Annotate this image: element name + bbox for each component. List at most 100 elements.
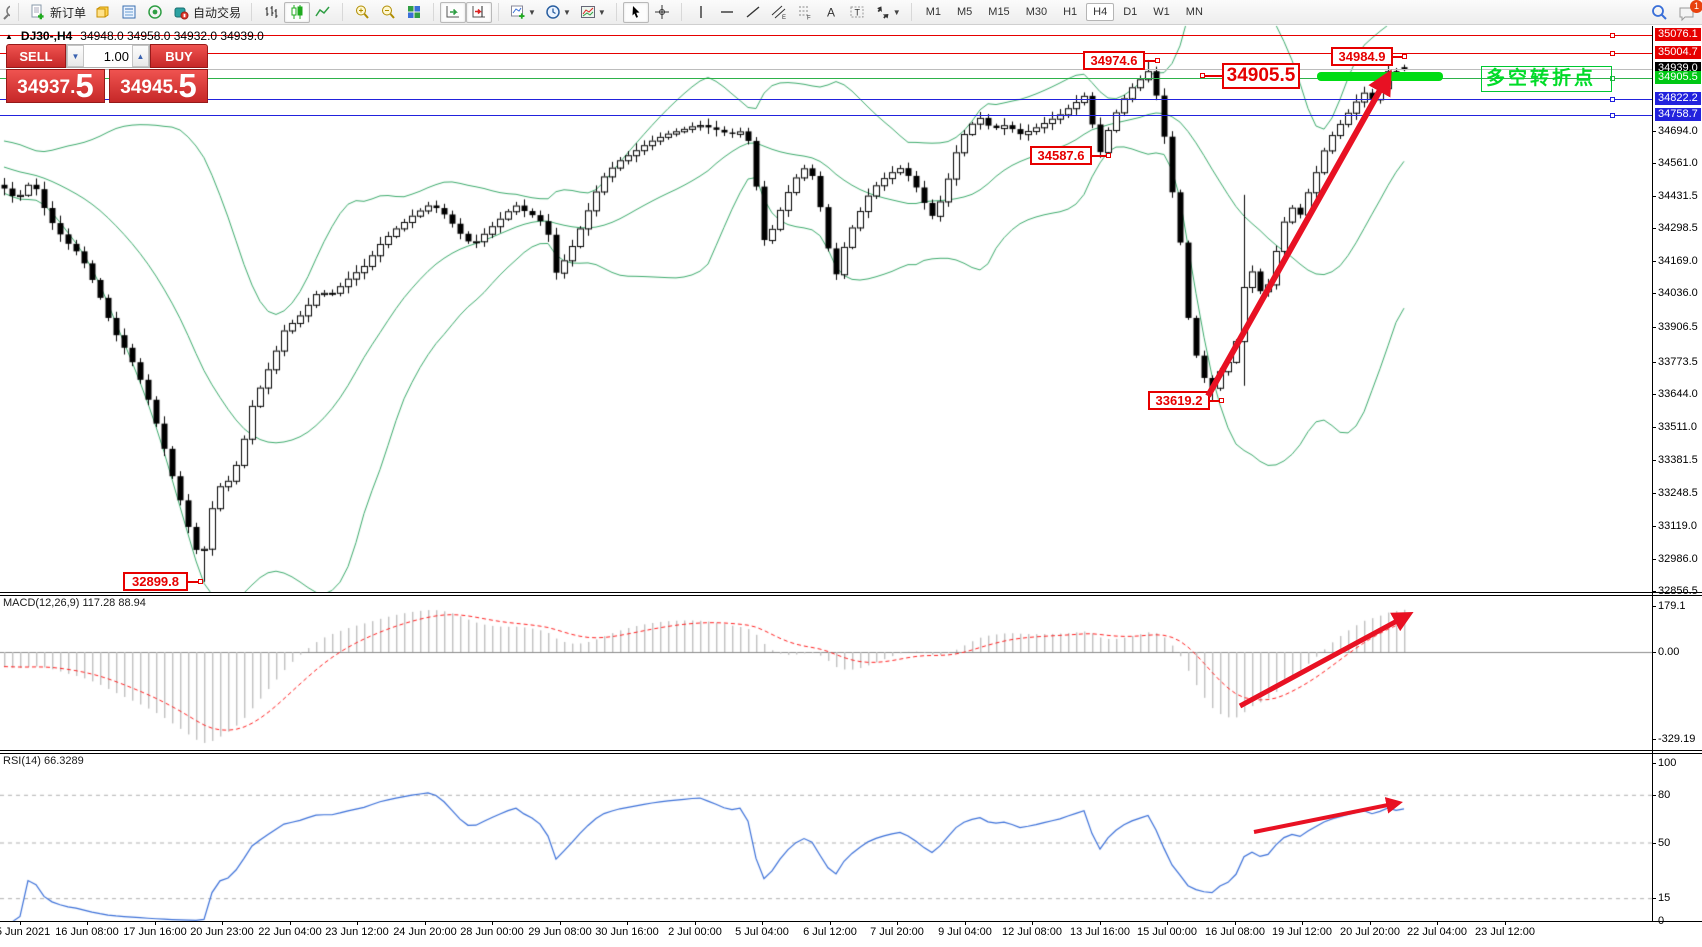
arrows-button[interactable]: ▼: [870, 2, 905, 23]
price-level-line-34905.5[interactable]: [0, 76, 1652, 81]
buy-price[interactable]: 34945. 5: [109, 69, 208, 103]
timeframe-h1[interactable]: H1: [1063, 6, 1078, 18]
annotation-handle[interactable]: [1155, 57, 1160, 63]
pane-separator[interactable]: [0, 592, 1702, 593]
separator: [492, 3, 500, 21]
notification-badge: 1: [1690, 0, 1702, 13]
price-level-line-34758.7[interactable]: [0, 113, 1652, 118]
timeframe-d1[interactable]: D1: [1123, 6, 1138, 18]
periods-button[interactable]: ▼: [540, 2, 575, 23]
level-line-handle[interactable]: [1610, 76, 1615, 81]
fibonacci-icon: F: [796, 3, 814, 21]
chart-shift-button[interactable]: [466, 1, 493, 23]
line-chart-icon: [314, 3, 332, 21]
level-line-handle[interactable]: [1610, 113, 1615, 118]
notifications-icon[interactable]: 1: [1678, 0, 1702, 22]
price-axis-tick-label: 34561.0: [1658, 157, 1698, 169]
price-axis-tick-label: 33906.5: [1658, 321, 1698, 333]
indicators-button[interactable]: ▼: [505, 2, 540, 23]
price-level-line-35004.7[interactable]: [0, 51, 1652, 56]
zoom-out-button[interactable]: [375, 2, 401, 23]
navigator-button[interactable]: [142, 2, 168, 23]
price-axis-tick-label: 34431.5: [1658, 190, 1698, 202]
buy-button[interactable]: BUY: [150, 44, 208, 68]
fibonacci-button[interactable]: F: [792, 2, 818, 23]
new-order-button[interactable]: 新订单: [25, 2, 90, 23]
level-line-handle[interactable]: [1610, 33, 1615, 38]
price-annotation-34905.5[interactable]: 34905.5: [1222, 63, 1300, 89]
templates-button[interactable]: ▼: [575, 2, 610, 23]
time-axis-label: 17 Jun 16:00: [123, 926, 187, 938]
time-axis-label: 9 Jul 04:00: [938, 926, 992, 938]
price-level-line-34822.2[interactable]: [0, 97, 1652, 102]
line-chart-button[interactable]: [310, 2, 336, 23]
timeframe-m15[interactable]: M15: [988, 6, 1010, 18]
price-annotation-34587.6[interactable]: 34587.6: [1030, 146, 1092, 165]
cursor-button[interactable]: [622, 1, 649, 23]
price-axis-tick: [1652, 362, 1656, 363]
pane-separator[interactable]: [0, 595, 1702, 596]
annotation-leader: [188, 580, 198, 583]
sell-button[interactable]: SELL: [6, 44, 66, 68]
level-line-handle[interactable]: [1610, 51, 1615, 56]
time-axis-label: 20 Jul 20:00: [1340, 926, 1400, 938]
timeframe-w1[interactable]: W1: [1153, 6, 1170, 18]
volume-increase-button[interactable]: ▲: [132, 45, 149, 67]
price-annotation-34974.6[interactable]: 34974.6: [1083, 51, 1145, 70]
price-axis-tick: [1652, 394, 1656, 395]
timeframe-m30[interactable]: M30: [1025, 6, 1048, 18]
market-watch-button[interactable]: [116, 2, 142, 23]
profiles-button[interactable]: [90, 2, 116, 23]
separator: [610, 3, 617, 21]
bar-chart-icon: [262, 3, 280, 21]
auto-scroll-button[interactable]: [440, 1, 467, 23]
auto-trading-button[interactable]: 自动交易: [168, 2, 245, 23]
text-label-button[interactable]: T: [844, 2, 870, 23]
crosshair-button[interactable]: [649, 2, 675, 23]
toolbar-right: 1: [1650, 0, 1702, 25]
pane-separator[interactable]: [0, 750, 1702, 751]
time-axis-label: 12 Jul 08:00: [1002, 926, 1062, 938]
volume-value[interactable]: 1.00: [103, 48, 129, 64]
timeframe-mn[interactable]: MN: [1185, 6, 1203, 18]
time-axis-tick: [1302, 921, 1303, 925]
level-line-handle[interactable]: [1610, 97, 1615, 102]
vertical-line-button[interactable]: [688, 2, 714, 23]
candlestick-chart-button[interactable]: [284, 1, 311, 23]
chart-shift-icon: [470, 3, 488, 21]
text-button[interactable]: A: [818, 2, 844, 23]
macd-axis-tick: [1652, 606, 1656, 607]
price-level-line-34939[interactable]: [0, 69, 1652, 70]
price-annotation-34984.9[interactable]: 34984.9: [1331, 47, 1393, 66]
timeframe-m5[interactable]: M5: [957, 6, 973, 18]
annotation-handle[interactable]: [198, 578, 203, 584]
search-icon[interactable]: [1650, 4, 1668, 22]
price-level-line-35076.1[interactable]: [0, 33, 1652, 38]
navigator-icon: [146, 3, 164, 21]
annotation-handle[interactable]: [1200, 73, 1205, 78]
zoom-in-button[interactable]: [349, 2, 375, 23]
timeframe-m1[interactable]: M1: [925, 6, 941, 18]
horizontal-line-button[interactable]: [714, 2, 740, 23]
channel-button[interactable]: E: [766, 2, 792, 23]
bull-bear-turning-point-note[interactable]: 多空转折点: [1481, 66, 1612, 92]
time-axis-tick: [1032, 921, 1033, 925]
price-axis-tick: [1652, 427, 1656, 428]
trendline-button[interactable]: [740, 2, 766, 23]
tile-windows-button[interactable]: [401, 2, 427, 23]
chart-collapse-icon[interactable]: ▲: [5, 31, 13, 41]
timeframe-h4[interactable]: H4: [1086, 3, 1115, 21]
rsi-axis-tick: [1652, 898, 1656, 899]
annotation-handle[interactable]: [1106, 152, 1111, 158]
support-highlight-bar[interactable]: [1317, 72, 1443, 81]
volume-decrease-button[interactable]: ▼: [67, 45, 84, 67]
pane-separator[interactable]: [0, 753, 1702, 754]
annotation-handle[interactable]: [1219, 397, 1224, 403]
price-annotation-32899.8[interactable]: 32899.8: [123, 572, 188, 591]
annotation-handle[interactable]: [1402, 53, 1407, 59]
sell-price[interactable]: 34937. 5: [6, 69, 105, 103]
price-annotation-33619.2[interactable]: 33619.2: [1148, 391, 1210, 410]
crosshair-icon: [653, 3, 671, 21]
bar-chart-button[interactable]: [258, 2, 284, 23]
